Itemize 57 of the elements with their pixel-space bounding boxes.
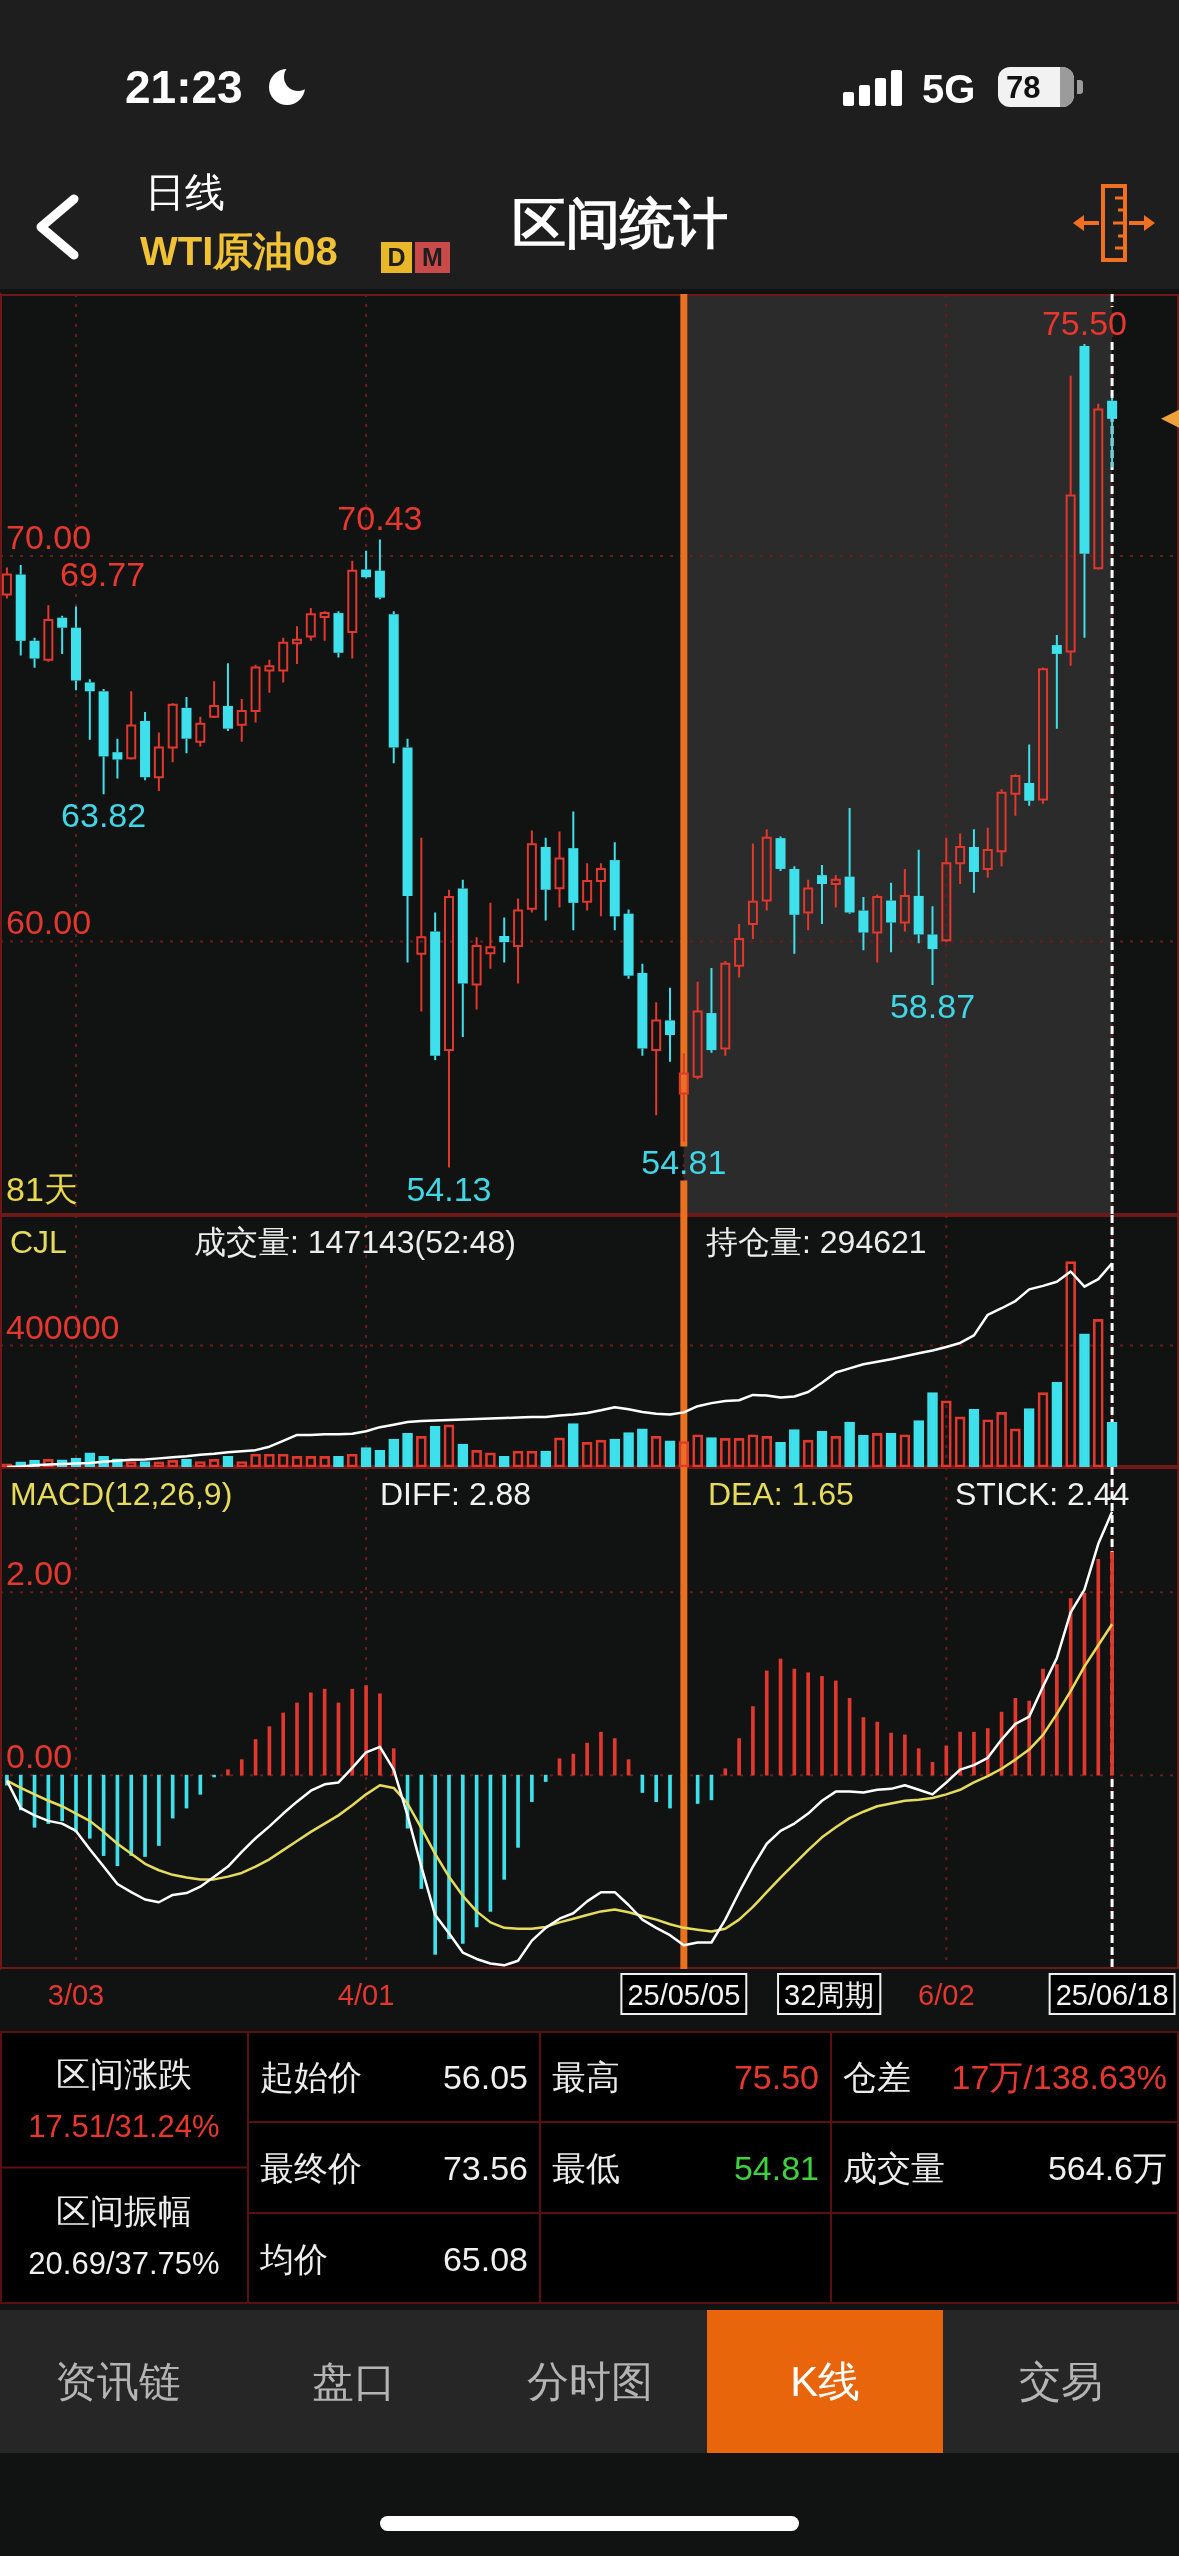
annotation: 54.13 [406, 1169, 492, 1208]
text: 17.51/31.24% [28, 2109, 220, 2144]
text: 分时图 [526, 2358, 653, 2405]
text: 32周期 [784, 1979, 875, 2011]
text: 仓差 [843, 2058, 911, 2096]
annotation: 70.43 [337, 499, 423, 538]
y-tick-label: 70.00 [6, 518, 92, 557]
text: 资讯链 [54, 2358, 181, 2405]
text: 54.81 [733, 2149, 819, 2187]
chart-title: MACD(12,26,9) [10, 1476, 233, 1512]
text: 成交量 [843, 2149, 945, 2187]
text: 交易 [1019, 2358, 1104, 2405]
text: 75.50 [733, 2058, 819, 2096]
text: 最高 [552, 2058, 620, 2096]
text: 56.05 [442, 2058, 528, 2096]
text: 78 [1006, 70, 1041, 105]
annotation: 400000 [6, 1307, 120, 1346]
annotation: DEA: 1.65 [708, 1476, 854, 1512]
annotation: STICK: 2.44 [955, 1476, 1130, 1512]
x-tick-label: 25/06/18 [1055, 1979, 1169, 2011]
text: WTI原油08 [140, 229, 338, 273]
text: 65.08 [442, 2240, 528, 2278]
text: 区间统计 [512, 193, 728, 253]
annotation: 63.82 [61, 796, 147, 835]
annotation: 69.77 [60, 555, 146, 594]
text: 盘口 [311, 2358, 396, 2405]
chart-title: CJL [10, 1224, 67, 1260]
text: 20.69/37.75% [28, 2245, 220, 2281]
text: 564.6万 [1047, 2149, 1167, 2187]
text: D [381, 242, 412, 273]
annotation: 75.50 [1041, 304, 1128, 343]
text: 区间振幅 [56, 2191, 192, 2230]
text: 最低 [552, 2149, 620, 2187]
text: 成交量: 147143(52:48) [194, 1224, 516, 1260]
text: 日线 [145, 170, 225, 214]
annotation: DIFF: 2.88 [380, 1476, 532, 1512]
text: 21:23 [125, 61, 243, 113]
text: 17万/138.63% [951, 2058, 1167, 2096]
text: M [415, 242, 450, 273]
x-tick-label: 6/02 [918, 1979, 975, 2011]
x-tick-label: 25/05/05 [627, 1979, 741, 2011]
x-tick-label: 4/01 [337, 1979, 395, 2011]
y-tick-label: 0.00 [6, 1737, 73, 1776]
x-tick-label: 3/03 [47, 1979, 105, 2011]
text: 起始价 [260, 2058, 362, 2096]
text: 均价 [260, 2240, 328, 2278]
text: 73.56 [442, 2149, 528, 2187]
text: K线 [790, 2358, 861, 2405]
text: 5G [922, 67, 976, 111]
y-tick-label: 2.00 [6, 1554, 73, 1593]
y-tick-label: 60.00 [6, 903, 92, 942]
annotation: 54.81 [641, 1143, 727, 1182]
text: 最终价 [260, 2149, 362, 2187]
annotation: 58.87 [889, 986, 976, 1025]
text: 区间涨跌 [56, 2055, 192, 2093]
text: 持仓量: 294621 [706, 1224, 927, 1260]
annotation: 81天 [6, 1170, 78, 1208]
